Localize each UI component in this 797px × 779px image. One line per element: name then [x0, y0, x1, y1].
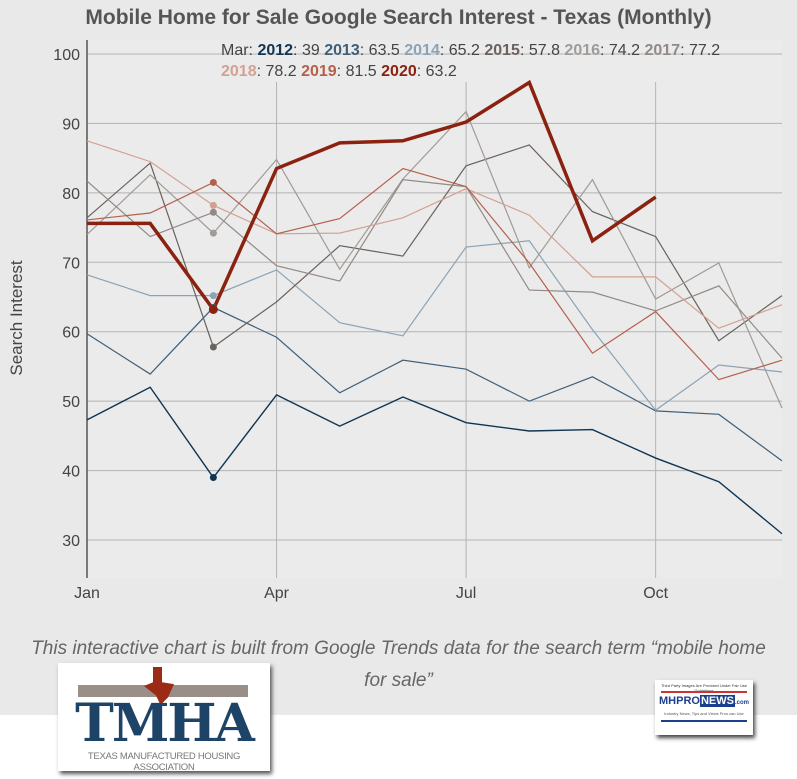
mhpronews-logo: Third Party Images Are Provided Under Fa…	[655, 680, 753, 735]
data-point-2012[interactable]	[209, 474, 217, 482]
y-tick-label: 80	[62, 186, 80, 203]
legend-value: : 57.8	[519, 42, 565, 59]
y-tick-label: 100	[53, 47, 80, 64]
legend-year: 2015	[484, 42, 520, 59]
legend-entry-2012: 2012: 39	[257, 42, 324, 59]
legend-value: : 39	[293, 42, 325, 59]
legend-entry-2016: 2016: 74.2	[564, 42, 644, 59]
y-tick-label: 70	[62, 255, 80, 272]
legend-entry-2019: 2019: 81.5	[301, 63, 381, 80]
legend-value: : 77.2	[680, 42, 721, 59]
legend-year: 2016	[564, 42, 601, 59]
legend-value: : 74.2	[600, 42, 645, 59]
legend-year: 2019	[301, 63, 337, 80]
chart-title: Mobile Home for Sale Google Search Inter…	[85, 6, 712, 29]
logo-divider	[661, 720, 747, 722]
brand-part: MHPRO	[659, 695, 700, 707]
legend-year: 2014	[404, 42, 440, 59]
x-tick-label: Jul	[456, 585, 476, 602]
data-point-2019[interactable]	[209, 178, 217, 186]
tmha-logo-subtitle: TEXAS MANUFACTURED HOUSING ASSOCIATION	[87, 751, 241, 773]
legend-value: : 63.2	[416, 63, 457, 80]
legend-year: 2020	[381, 63, 417, 80]
legend-value: : 78.2	[256, 63, 302, 80]
series-line-2015[interactable]	[86, 144, 783, 348]
line-chart[interactable]: 30 40 50 60 70 80 90 100 Jan Apr Jul Oct Search Inte…	[0, 0, 797, 640]
y-axis-label: Search Interest	[7, 260, 26, 376]
data-point-2014[interactable]	[209, 292, 217, 300]
brand-part: NEWS	[699, 695, 735, 707]
legend-year: 2013	[324, 42, 360, 59]
data-point-2015[interactable]	[209, 343, 217, 351]
y-tick-label: 40	[62, 464, 80, 481]
legend-value: : 81.5	[336, 63, 382, 80]
data-point-2020[interactable]	[208, 304, 218, 314]
legend-prefix: Mar:	[221, 42, 258, 59]
legend-entry-2015: 2015: 57.8	[484, 42, 564, 59]
y-tick-label: 50	[62, 394, 80, 411]
legend-year: 2018	[221, 63, 257, 80]
data-point-2017[interactable]	[209, 208, 217, 216]
series-line-2012[interactable]	[86, 386, 783, 535]
legend-entry-2020: 2020: 63.2	[381, 63, 457, 80]
series-line-2020[interactable]	[87, 79, 657, 313]
legend-value: : 63.5	[359, 42, 405, 59]
data-point-2016[interactable]	[209, 229, 217, 237]
legend-year: 2012	[257, 42, 294, 59]
legend-entry-2014: 2014: 65.2	[404, 42, 484, 59]
tmha-logo: TMHA TEXAS MANUFACTURED HOUSING ASSOCIAT…	[58, 663, 270, 773]
series-line-2017[interactable]	[86, 179, 783, 359]
chart-legend: Mar: 2012: 39 2013: 63.5 2014: 65.2 2015…	[221, 40, 791, 82]
series-line-2019[interactable]	[86, 167, 783, 381]
y-tick-label: 90	[62, 116, 80, 133]
legend-entry-2013: 2013: 63.5	[324, 42, 404, 59]
logo-divider	[661, 691, 747, 693]
tmha-logo-word: TMHA	[75, 693, 255, 754]
x-tick-label: Apr	[264, 585, 290, 602]
brand-part: .com	[734, 700, 749, 706]
plot-area	[87, 40, 782, 578]
series-line-2018[interactable]	[86, 140, 783, 329]
legend-value: : 65.2	[439, 42, 485, 59]
legend-year: 2017	[644, 42, 681, 59]
x-tick-label: Oct	[643, 585, 668, 602]
data-point-2018[interactable]	[209, 201, 217, 209]
legend-entry-2017: 2017: 77.2	[645, 42, 721, 59]
x-tick-label: Jan	[74, 585, 100, 602]
mhpronews-fine-print: Third Party Images Are Provided Under Fa…	[660, 683, 748, 693]
mhpronews-tagline: Industry News, Tips and Views Pros can U…	[664, 711, 744, 716]
y-tick-label: 60	[62, 325, 80, 342]
y-tick-label: 30	[62, 533, 80, 550]
chart-caption: This interactive chart is built from Goo…	[31, 638, 766, 691]
series-line-2013[interactable]	[86, 306, 783, 462]
series-line-2016[interactable]	[86, 110, 783, 409]
mhpronews-brand: MHPRONEWS.com	[655, 695, 753, 707]
legend-entry-2018: 2018: 78.2	[221, 63, 301, 80]
